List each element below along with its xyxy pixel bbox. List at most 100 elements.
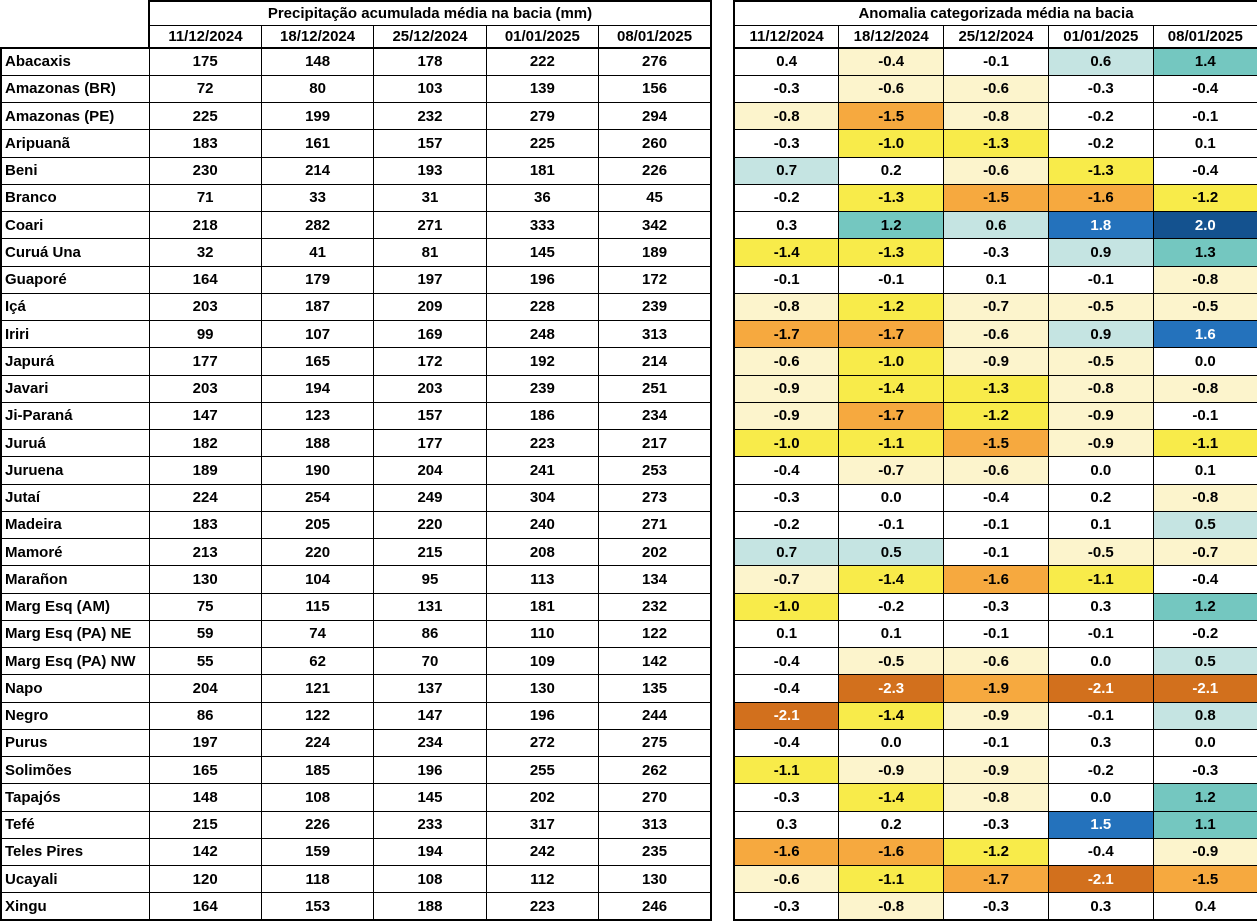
anomaly-value-cell: 0.4 (733, 46, 840, 76)
precip-table-row: Purus 197 224 234 272 275 (0, 728, 713, 758)
basin-label: Marg Esq (PA) NE (0, 619, 150, 649)
precip-table-row: Coari 218 282 271 333 342 (0, 210, 713, 240)
anomaly-table-row: -2.1 -1.4 -0.9 -0.1 0.8 (733, 701, 1257, 730)
basin-label: Ji-Paraná (0, 401, 150, 431)
precip-value-cell: 81 (373, 238, 487, 267)
precip-table-row: Xingu 164 153 188 223 246 (0, 892, 713, 921)
anomaly-value-cell: -1.2 (838, 292, 945, 322)
precip-value-cell: 148 (260, 46, 375, 76)
precip-value-cell: 234 (598, 401, 713, 431)
anomaly-value-cell: -0.8 (733, 101, 840, 131)
basin-label: Curuá Una (0, 238, 150, 267)
precip-value-cell: 135 (598, 674, 713, 703)
precip-value-cell: 262 (598, 755, 713, 785)
anomaly-value-cell: 0.2 (1047, 483, 1154, 512)
date-column-header: 18/12/2024 (838, 24, 945, 49)
precip-value-cell: 232 (373, 101, 487, 131)
precip-value-cell: 109 (485, 646, 600, 676)
anomaly-table-row: -0.4 -2.3 -1.9 -2.1 -2.1 (733, 674, 1257, 703)
precip-value-cell: 112 (485, 864, 600, 894)
precip-value-cell: 217 (598, 428, 713, 458)
precip-value-cell: 223 (485, 892, 600, 921)
anomaly-value-cell: 0.3 (1047, 592, 1154, 621)
anomaly-value-cell: -1.4 (838, 701, 945, 730)
precip-value-cell: 271 (598, 510, 713, 540)
anomaly-value-cell: -1.1 (733, 755, 840, 785)
precip-table-row: Madeira 183 205 220 240 271 (0, 510, 713, 540)
anomaly-table-row: 0.7 0.2 -0.6 -1.3 -0.4 (733, 156, 1257, 185)
precip-value-cell: 239 (485, 374, 600, 403)
anomaly-table-row: -0.9 -1.4 -1.3 -0.8 -0.8 (733, 374, 1257, 403)
precip-value-cell: 183 (148, 129, 262, 158)
anomaly-value-cell: 1.8 (1047, 210, 1154, 240)
anomaly-value-cell: -0.9 (733, 401, 840, 431)
anomaly-value-cell: -0.2 (1047, 129, 1154, 158)
anomaly-value-cell: -0.2 (1047, 755, 1154, 785)
basin-label: Jutaí (0, 483, 150, 512)
precip-table-row: Napo 204 121 137 130 135 (0, 674, 713, 703)
anomaly-table-row: -0.4 -0.5 -0.6 0.0 0.5 (733, 646, 1257, 676)
precip-value-cell: 71 (148, 183, 262, 213)
anomaly-value-cell: -0.3 (733, 74, 840, 104)
date-column-header: 11/12/2024 (147, 24, 262, 49)
anomaly-value-cell: -1.7 (943, 864, 1049, 894)
precip-value-cell: 70 (373, 646, 487, 676)
anomaly-value-cell: -0.1 (838, 510, 945, 540)
precip-value-cell: 275 (598, 728, 713, 758)
precip-table-row: Iriri 99 107 169 248 313 (0, 319, 713, 349)
precip-value-cell: 165 (148, 755, 262, 785)
precip-value-cell: 121 (260, 674, 375, 703)
precip-value-cell: 199 (260, 101, 375, 131)
anomaly-value-cell: -0.4 (1152, 74, 1257, 104)
precip-value-cell: 208 (485, 537, 600, 567)
anomaly-value-cell: -0.5 (1047, 347, 1154, 376)
precip-value-cell: 99 (148, 319, 262, 349)
anomaly-value-cell: -0.8 (1152, 265, 1257, 294)
anomaly-value-cell: -0.4 (733, 728, 840, 758)
precip-value-cell: 122 (260, 701, 375, 730)
anomaly-value-cell: -1.7 (838, 401, 945, 431)
precip-table-row: Amazonas (BR) 72 80 103 139 156 (0, 74, 713, 104)
anomaly-value-cell: -0.6 (943, 319, 1049, 349)
precip-value-cell: 240 (485, 510, 600, 540)
anomaly-table-row: -1.1 -0.9 -0.9 -0.2 -0.3 (733, 755, 1257, 785)
precip-value-cell: 215 (373, 537, 487, 567)
precip-value-cell: 113 (485, 565, 600, 594)
anomaly-value-cell: -0.5 (1047, 537, 1154, 567)
anomaly-value-cell: 0.6 (1047, 46, 1154, 76)
anomaly-value-cell: -0.9 (1047, 401, 1154, 431)
anomaly-table-row: -1.0 -1.1 -1.5 -0.9 -1.1 (733, 428, 1257, 458)
anomaly-value-cell: -0.7 (1152, 537, 1257, 567)
precip-value-cell: 157 (373, 401, 487, 431)
precip-value-cell: 213 (148, 537, 262, 567)
precip-value-cell: 80 (260, 74, 375, 104)
anomaly-value-cell: 0.5 (1152, 646, 1257, 676)
precip-table-row: Juruá 182 188 177 223 217 (0, 428, 713, 458)
precip-value-cell: 222 (485, 46, 600, 76)
precip-value-cell: 147 (148, 401, 262, 431)
anomaly-value-cell: 0.9 (1047, 238, 1154, 267)
anomaly-value-cell: -0.9 (943, 347, 1049, 376)
precip-value-cell: 159 (260, 837, 375, 867)
anomaly-table: Anomalia categorizada média na bacia 11/… (733, 0, 1257, 921)
basin-label: Marg Esq (PA) NW (0, 646, 150, 676)
anomaly-table-title-row: Anomalia categorizada média na bacia (733, 0, 1257, 26)
anomaly-value-cell: -0.9 (943, 701, 1049, 730)
precip-table-row: Beni 230 214 193 181 226 (0, 156, 713, 185)
anomaly-value-cell: -1.5 (943, 183, 1049, 213)
anomaly-value-cell: -0.6 (943, 456, 1049, 485)
anomaly-value-cell: -0.1 (1152, 101, 1257, 131)
anomaly-value-cell: -2.1 (1047, 674, 1154, 703)
precip-value-cell: 196 (485, 701, 600, 730)
precip-value-cell: 273 (598, 483, 713, 512)
precip-value-cell: 230 (148, 156, 262, 185)
precip-value-cell: 55 (148, 646, 262, 676)
precip-value-cell: 108 (373, 864, 487, 894)
precip-value-cell: 333 (485, 210, 600, 240)
anomaly-value-cell: -0.8 (943, 783, 1049, 812)
precip-value-cell: 164 (148, 892, 262, 921)
anomaly-value-cell: 0.1 (1047, 510, 1154, 540)
precip-value-cell: 147 (373, 701, 487, 730)
precip-value-cell: 246 (598, 892, 713, 921)
